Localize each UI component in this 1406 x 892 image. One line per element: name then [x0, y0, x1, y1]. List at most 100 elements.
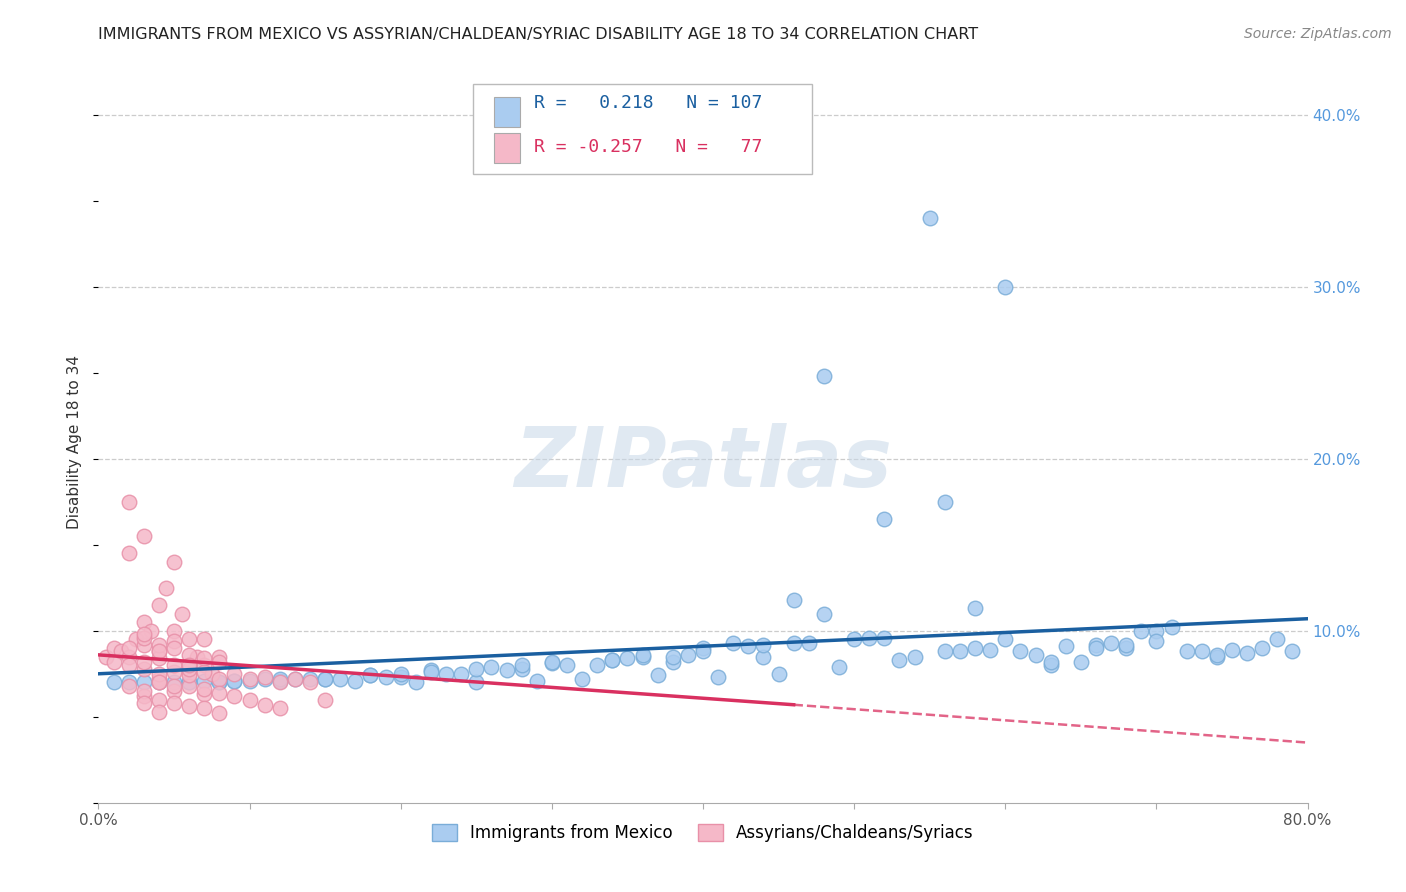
Point [934, 644, 956, 658]
Point [110, 644, 132, 658]
Point [163, 675, 186, 690]
Point [193, 687, 215, 701]
Point [661, 655, 683, 669]
Point [1267, 632, 1289, 647]
Point [481, 660, 503, 674]
Point [148, 675, 170, 690]
Point [208, 675, 231, 690]
Point [586, 658, 609, 673]
Point [707, 670, 730, 684]
Point [540, 655, 562, 669]
Point [179, 668, 201, 682]
Point [208, 672, 231, 686]
Point [163, 696, 186, 710]
Point [193, 682, 215, 697]
Point [132, 684, 155, 698]
Point [208, 655, 231, 669]
Point [873, 631, 896, 645]
Point [193, 632, 215, 647]
Point [201, 666, 224, 681]
Point [602, 653, 624, 667]
Point [602, 653, 624, 667]
Point [132, 655, 155, 669]
Point [148, 666, 170, 681]
Point [1070, 655, 1092, 669]
Point [193, 673, 215, 688]
Point [465, 675, 488, 690]
Point [844, 632, 866, 647]
Point [1130, 624, 1153, 638]
Point [284, 672, 307, 686]
Point [132, 627, 155, 641]
Point [269, 675, 291, 690]
Point [193, 658, 215, 673]
Point [299, 672, 322, 686]
Point [148, 644, 170, 658]
Point [314, 672, 336, 686]
Point [179, 675, 201, 690]
Point [1220, 642, 1243, 657]
Point [1251, 640, 1274, 655]
Point [163, 640, 186, 655]
Point [661, 649, 683, 664]
Point [163, 679, 186, 693]
Point [828, 660, 851, 674]
FancyBboxPatch shape [474, 84, 811, 174]
Text: R = -0.257   N =   77: R = -0.257 N = 77 [534, 137, 762, 156]
Point [179, 699, 201, 714]
Point [979, 642, 1001, 657]
Point [179, 675, 201, 690]
Point [873, 512, 896, 526]
Point [193, 665, 215, 679]
Point [555, 658, 578, 673]
Point [918, 211, 941, 225]
Point [994, 279, 1017, 293]
Point [179, 632, 201, 647]
Point [284, 672, 307, 686]
Point [1115, 640, 1137, 655]
Point [132, 696, 155, 710]
Point [647, 668, 669, 682]
Point [239, 673, 262, 688]
Point [132, 689, 155, 703]
Point [540, 657, 562, 671]
Point [389, 666, 412, 681]
Point [208, 686, 231, 700]
Point [148, 672, 170, 686]
Point [1206, 648, 1229, 662]
Point [783, 592, 806, 607]
Point [405, 675, 427, 690]
Point [329, 672, 352, 686]
Point [103, 640, 125, 655]
Point [1024, 648, 1046, 662]
Point [163, 555, 186, 569]
Point [163, 665, 186, 679]
Point [1281, 644, 1303, 658]
Text: R =   0.218   N = 107: R = 0.218 N = 107 [534, 95, 762, 112]
Point [118, 649, 141, 664]
Point [179, 662, 201, 676]
Point [676, 648, 699, 662]
Point [118, 658, 141, 673]
Point [360, 668, 382, 682]
Point [118, 675, 141, 690]
Point [434, 666, 457, 681]
Point [616, 651, 638, 665]
Point [1144, 634, 1167, 648]
Point [193, 701, 215, 715]
Point [360, 668, 382, 682]
Point [692, 644, 714, 658]
Point [450, 666, 472, 681]
Point [510, 658, 533, 673]
Point [148, 675, 170, 690]
Point [253, 672, 276, 686]
Point [752, 638, 775, 652]
Point [170, 607, 193, 621]
Point [314, 672, 336, 686]
Point [299, 675, 322, 690]
Point [1115, 638, 1137, 652]
Point [269, 672, 291, 686]
Point [179, 666, 201, 681]
Point [224, 666, 246, 681]
Text: Source: ZipAtlas.com: Source: ZipAtlas.com [1244, 27, 1392, 41]
